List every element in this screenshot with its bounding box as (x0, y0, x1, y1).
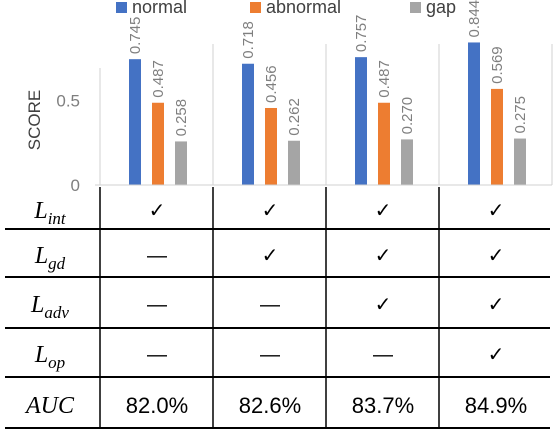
data-label-gap-3: 0.270 (399, 97, 416, 135)
table-cell-mark: ✓ (488, 344, 505, 366)
data-label-normal-2: 0.718 (240, 21, 257, 59)
table-cell-mark: — (260, 344, 280, 366)
data-label-abnormal-1: 0.487 (150, 60, 167, 98)
bar-normal-4 (468, 42, 480, 185)
table-cell-mark: — (147, 294, 167, 316)
auc-value: 84.9% (465, 393, 527, 418)
row-label-4: AUC (24, 393, 75, 419)
table-cell-mark: ✓ (149, 200, 166, 222)
bar-normal-2 (242, 63, 254, 185)
table-cell-mark: ✓ (488, 294, 505, 316)
data-label-normal-3: 0.757 (353, 15, 370, 53)
table-cell-mark: — (373, 344, 393, 366)
bar-gap-1 (175, 141, 187, 185)
bar-abnormal-3 (378, 102, 390, 185)
row-label-0: Lint (33, 198, 67, 228)
data-label-gap-4: 0.275 (512, 96, 529, 134)
row-label-subscript: gd (48, 254, 66, 273)
auc-value: 83.7% (352, 393, 414, 418)
legend-label-abnormal: abnormal (266, 0, 341, 17)
row-label-subscript: int (48, 209, 67, 228)
table-cell-mark: ✓ (262, 245, 279, 267)
auc-value: 82.0% (126, 393, 188, 418)
row-label-3: Lop (34, 342, 65, 372)
bar-abnormal-4 (491, 88, 503, 185)
data-label-abnormal-3: 0.487 (376, 60, 393, 98)
legend-swatch-normal (116, 2, 127, 13)
row-label-1: Lgd (34, 243, 66, 273)
bar-gap-2 (288, 140, 300, 185)
legend-swatch-gap (410, 2, 421, 13)
legend-label-gap: gap (426, 0, 456, 17)
table-cell-mark: ✓ (375, 294, 392, 316)
y-axis-label: SCORE (25, 90, 44, 150)
bar-gap-3 (401, 139, 413, 185)
bar-normal-3 (355, 57, 367, 186)
bar-gap-4 (514, 138, 526, 185)
table-cell-mark: — (147, 245, 167, 267)
legend-label-normal: normal (132, 0, 187, 17)
y-tick-label: 0 (71, 176, 80, 195)
bar-normal-1 (129, 59, 141, 185)
bar-abnormal-2 (265, 107, 277, 185)
data-label-normal-1: 0.745 (127, 17, 144, 55)
row-label-base: L (34, 342, 48, 368)
row-label-subscript: adv (44, 303, 69, 322)
legend-swatch-abnormal (250, 2, 261, 13)
table-cell-mark: — (260, 294, 280, 316)
row-label-base: L (33, 198, 47, 224)
table-cell-mark: ✓ (375, 200, 392, 222)
table-cell-mark: ✓ (488, 245, 505, 267)
y-tick-label: 0.5 (56, 92, 80, 111)
table-cell-mark: ✓ (488, 200, 505, 222)
row-label-base: L (34, 243, 48, 269)
data-label-gap-1: 0.258 (173, 99, 190, 137)
table-cell-mark: ✓ (262, 200, 279, 222)
bar-abnormal-1 (152, 102, 164, 185)
data-label-abnormal-2: 0.456 (263, 65, 280, 103)
table-cell-mark: — (147, 344, 167, 366)
row-label-subscript: op (48, 353, 65, 372)
data-label-abnormal-4: 0.569 (489, 46, 506, 84)
table-cell-mark: ✓ (375, 245, 392, 267)
row-label-2: Ladv (30, 292, 69, 322)
row-label-base: L (30, 292, 44, 318)
row-label-base: AUC (24, 393, 75, 419)
data-label-gap-2: 0.262 (286, 98, 303, 136)
auc-value: 82.6% (239, 393, 301, 418)
data-label-normal-4: 0.844 (466, 0, 483, 37)
